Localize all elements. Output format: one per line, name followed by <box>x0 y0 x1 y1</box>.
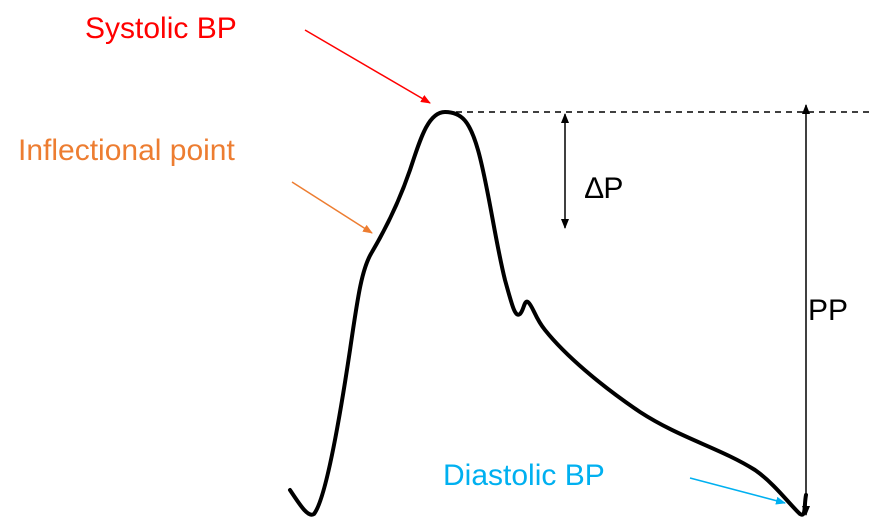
delta-p-label: ∆P <box>585 172 623 205</box>
inflection-arrow <box>291 181 373 234</box>
systolic-label: Systolic BP <box>85 12 237 45</box>
systolic-arrow <box>304 29 431 104</box>
pp-label: PP <box>808 294 848 327</box>
pressure-waveform <box>288 110 808 517</box>
diastolic-label: Diastolic BP <box>443 459 605 492</box>
diastolic-arrow <box>689 477 786 505</box>
inflection-label: Inflectional point <box>18 134 235 167</box>
